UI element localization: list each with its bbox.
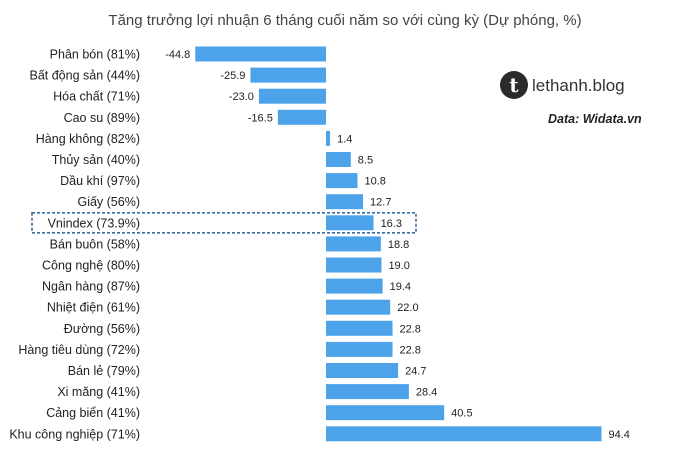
value-label: 12.7 <box>370 197 391 209</box>
bar <box>326 194 364 210</box>
category-label: Thủy sản (40%) <box>52 153 140 167</box>
bar <box>326 320 393 336</box>
labels-layer: Phân bón (81%) -44.8 Bất động sản (44%) -25… <box>9 48 630 442</box>
category-label: Dầu khí (97%) <box>60 174 140 188</box>
category-label: Cảng biển (41%) <box>46 406 140 420</box>
source-note: Data: Widata.vn <box>548 112 642 126</box>
category-label: Bất động sản (44%) <box>30 69 141 83</box>
category-label: Hàng tiêu dùng (72%) <box>18 343 140 357</box>
category-label: Bán lẻ (79%) <box>68 364 140 378</box>
bar <box>326 152 351 167</box>
category-label: Công nghệ (80%) <box>42 259 140 273</box>
value-label: -25.9 <box>220 70 245 82</box>
category-label: Xi măng (41%) <box>57 385 140 399</box>
category-label: Nhiệt điện (61%) <box>47 301 140 315</box>
value-label: 28.4 <box>416 387 437 399</box>
bar <box>195 46 326 62</box>
value-label: -16.5 <box>248 112 273 124</box>
value-label: 16.3 <box>381 218 402 230</box>
value-label: 22.0 <box>397 302 418 314</box>
category-label: Phân bón (81%) <box>50 48 140 62</box>
category-label: Hàng không (82%) <box>36 132 140 146</box>
bar <box>326 236 381 252</box>
category-label: Hóa chất (71%) <box>53 90 140 104</box>
category-label: Cao su (89%) <box>64 111 140 125</box>
bar <box>326 130 331 146</box>
bar <box>326 257 382 273</box>
chart-title: Tăng trưởng lợi nhuận 6 tháng cuối năm s… <box>108 12 581 29</box>
value-label: 1.4 <box>337 133 352 145</box>
value-label: 10.8 <box>365 176 386 188</box>
category-label: Khu công nghiệp (71%) <box>9 427 140 441</box>
bar <box>326 215 374 231</box>
bar <box>277 109 326 125</box>
bar <box>326 363 399 378</box>
bar <box>250 67 326 83</box>
value-label: 19.0 <box>388 260 409 272</box>
category-label: Bán buôn (58%) <box>50 237 140 251</box>
bar <box>326 341 393 357</box>
brand-name: lethanh.blog <box>532 76 625 95</box>
bar <box>258 88 326 104</box>
value-label: 18.8 <box>388 239 409 251</box>
value-label: 8.5 <box>358 155 373 167</box>
value-label: -23.0 <box>229 91 254 103</box>
value-label: 22.8 <box>400 323 421 335</box>
highlight-box <box>31 212 417 234</box>
bars-layer <box>195 46 602 442</box>
value-label: -44.8 <box>165 49 190 61</box>
value-label: 94.4 <box>608 429 629 441</box>
value-label: 19.4 <box>390 281 411 293</box>
category-label: Đường (56%) <box>64 322 140 336</box>
bar <box>326 405 445 421</box>
bar <box>326 299 391 315</box>
logo-letter: t <box>509 73 519 97</box>
category-label: Ngân hàng (87%) <box>42 280 140 294</box>
value-label: 22.8 <box>400 344 421 356</box>
value-label: 24.7 <box>405 366 426 378</box>
bar <box>326 278 383 294</box>
value-label: 40.5 <box>451 408 472 420</box>
bar <box>326 173 358 189</box>
letter-t-circle-icon <box>500 71 528 99</box>
brand-logo: t lethanh.blog <box>500 71 625 99</box>
category-label: Vnindex (73.9%) <box>48 216 140 230</box>
bar <box>326 384 409 400</box>
bar <box>326 426 602 442</box>
category-label: Giấy (56%) <box>77 195 140 209</box>
